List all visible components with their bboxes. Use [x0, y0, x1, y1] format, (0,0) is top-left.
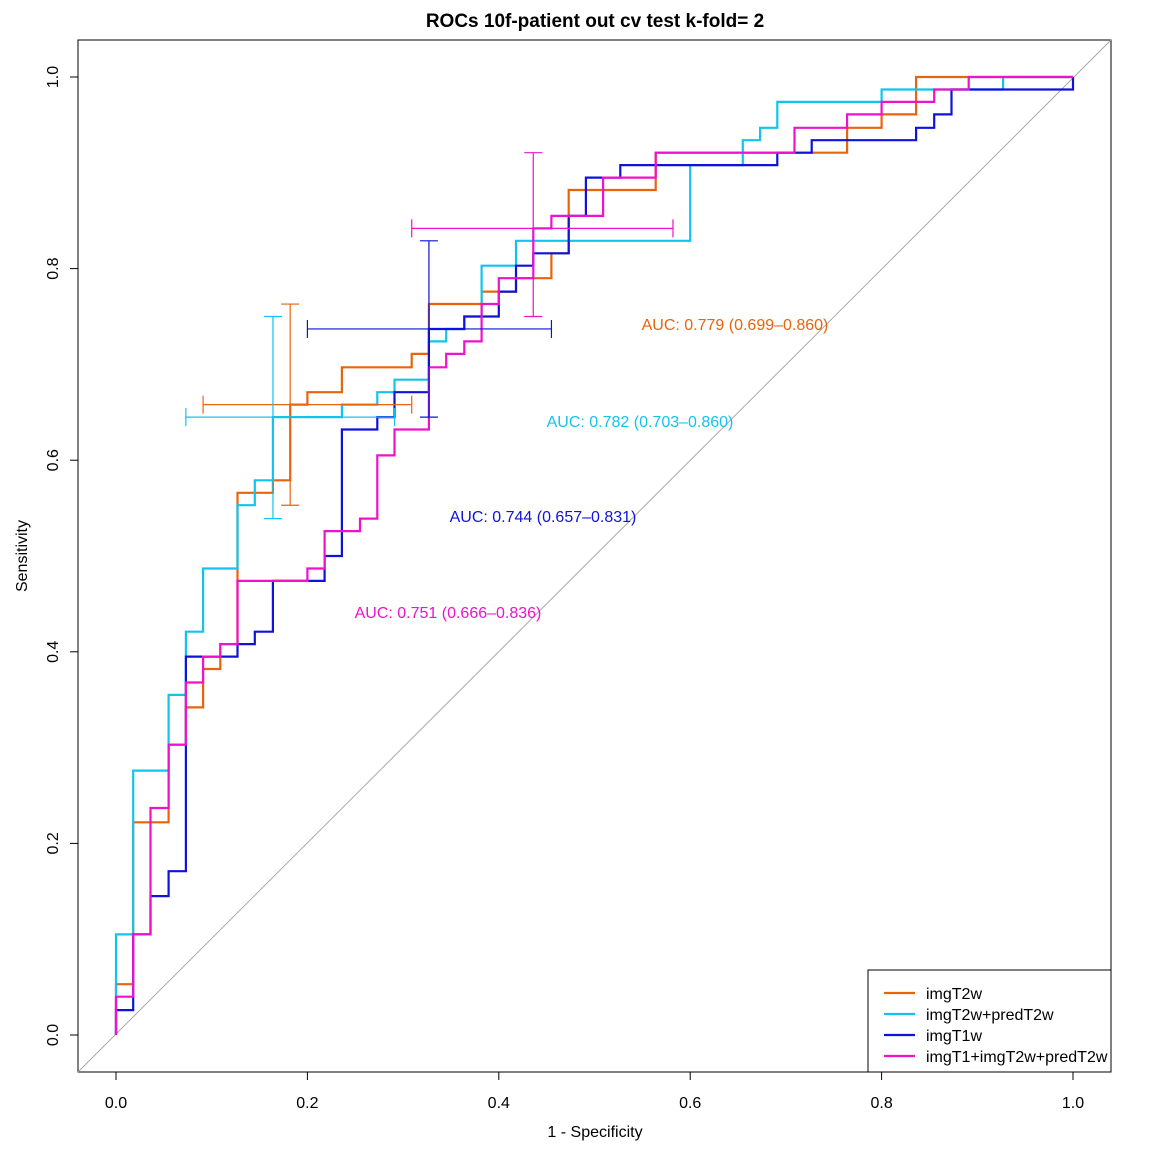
legend-entry-label: imgT2w [926, 986, 982, 1003]
y-tick-label: 0.0 [45, 1024, 62, 1046]
ci-cross-series-4 [411, 152, 674, 318]
auc-label-series-4: AUC: 0.751 (0.666–0.836) [355, 605, 542, 622]
x-tick-label: 0.0 [105, 1095, 127, 1112]
ci-cross-series-1 [202, 303, 413, 506]
x-tick-label: 0.6 [679, 1095, 701, 1112]
auc-label-series-2: AUC: 0.782 (0.703–0.860) [547, 414, 734, 431]
ci-cross-series-2 [185, 315, 396, 520]
y-tick-label: 1.0 [45, 66, 62, 88]
legend-entry-label: imgT1w [926, 1028, 982, 1045]
x-tick-label: 0.2 [296, 1095, 318, 1112]
x-tick-label: 1.0 [1062, 1095, 1084, 1112]
y-tick-label: 0.6 [45, 449, 62, 471]
y-axis-label: Sensitivity [14, 520, 31, 592]
x-tick-label: 0.8 [870, 1095, 892, 1112]
legend-entry-label: imgT1+imgT2w+predT2w [926, 1049, 1108, 1066]
y-tick-label: 0.8 [45, 257, 62, 279]
legend-box [867, 969, 1112, 1073]
y-tick-label: 0.4 [45, 641, 62, 663]
legend: imgT2w imgT2w+predT2w imgT1w imgT1+imgT2w+p… [867, 969, 1112, 1073]
y-axis: 0.0 0.2 0.4 0.6 0.8 1.0 [45, 66, 79, 1046]
confidence-intervals [185, 152, 674, 520]
x-axis: 0.0 0.2 0.4 0.6 0.8 1.0 [105, 1071, 1084, 1112]
auc-annotations: AUC: 0.779 (0.699–0.860) AUC: 0.782 (0.70… [355, 317, 829, 622]
auc-label-series-1: AUC: 0.779 (0.699–0.860) [642, 317, 829, 334]
auc-label-series-3: AUC: 0.744 (0.657–0.831) [450, 509, 637, 526]
chart-title: ROCs 10f-patient out cv test k-fold= 2 [426, 11, 764, 32]
x-tick-label: 0.4 [488, 1095, 510, 1112]
diagonal-reference-line [77, 39, 1112, 1073]
legend-entry-label: imgT2w+predT2w [926, 1007, 1054, 1024]
ci-cross-series-3 [306, 240, 553, 418]
x-axis-label: 1 - Specificity [547, 1124, 642, 1141]
y-tick-label: 0.2 [45, 832, 62, 854]
roc-curve-series-4 [114, 75, 1073, 1035]
